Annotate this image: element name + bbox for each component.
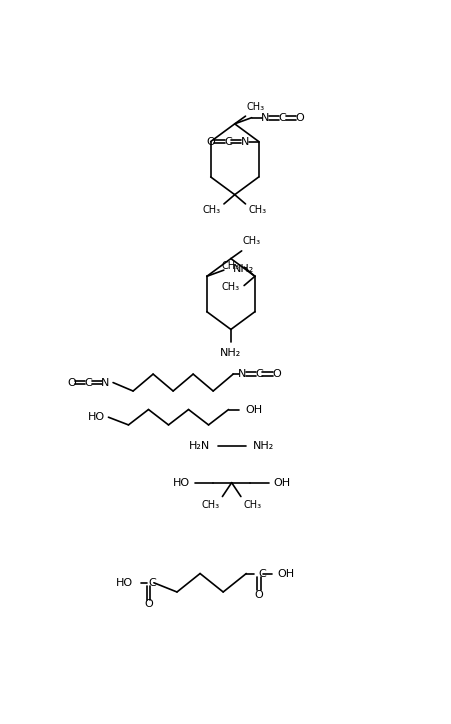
Text: CH₃: CH₃ (244, 500, 262, 510)
Text: N: N (101, 377, 109, 387)
Text: O: O (272, 369, 280, 379)
Text: CH₃: CH₃ (246, 102, 264, 112)
Text: C: C (224, 137, 231, 146)
Text: O: O (206, 137, 215, 146)
Text: N: N (261, 113, 269, 122)
Text: O: O (144, 599, 152, 610)
Text: NH₂: NH₂ (253, 441, 274, 451)
Text: CH₃: CH₃ (202, 206, 221, 216)
Text: C: C (255, 369, 262, 379)
Text: O: O (67, 377, 76, 387)
Text: HO: HO (116, 578, 133, 588)
Text: C: C (148, 578, 156, 588)
Text: C: C (278, 113, 286, 122)
Text: N: N (240, 137, 249, 146)
Text: OH: OH (276, 568, 294, 578)
Text: OH: OH (245, 405, 262, 415)
Text: CH₃: CH₃ (242, 236, 260, 246)
Text: NH₂: NH₂ (233, 264, 254, 274)
Text: OH: OH (272, 478, 290, 488)
Text: CH₃: CH₃ (221, 261, 239, 271)
Text: CH₃: CH₃ (221, 282, 239, 292)
Text: O: O (295, 113, 303, 122)
Text: O: O (253, 590, 262, 600)
Text: H₂N: H₂N (189, 441, 210, 451)
Text: CH₃: CH₃ (248, 206, 266, 216)
Text: N: N (238, 369, 246, 379)
Text: HO: HO (88, 412, 105, 422)
Text: C: C (258, 568, 266, 578)
Text: NH₂: NH₂ (220, 348, 241, 358)
Text: CH₃: CH₃ (201, 500, 219, 510)
Text: HO: HO (173, 478, 190, 488)
Text: C: C (84, 377, 92, 387)
